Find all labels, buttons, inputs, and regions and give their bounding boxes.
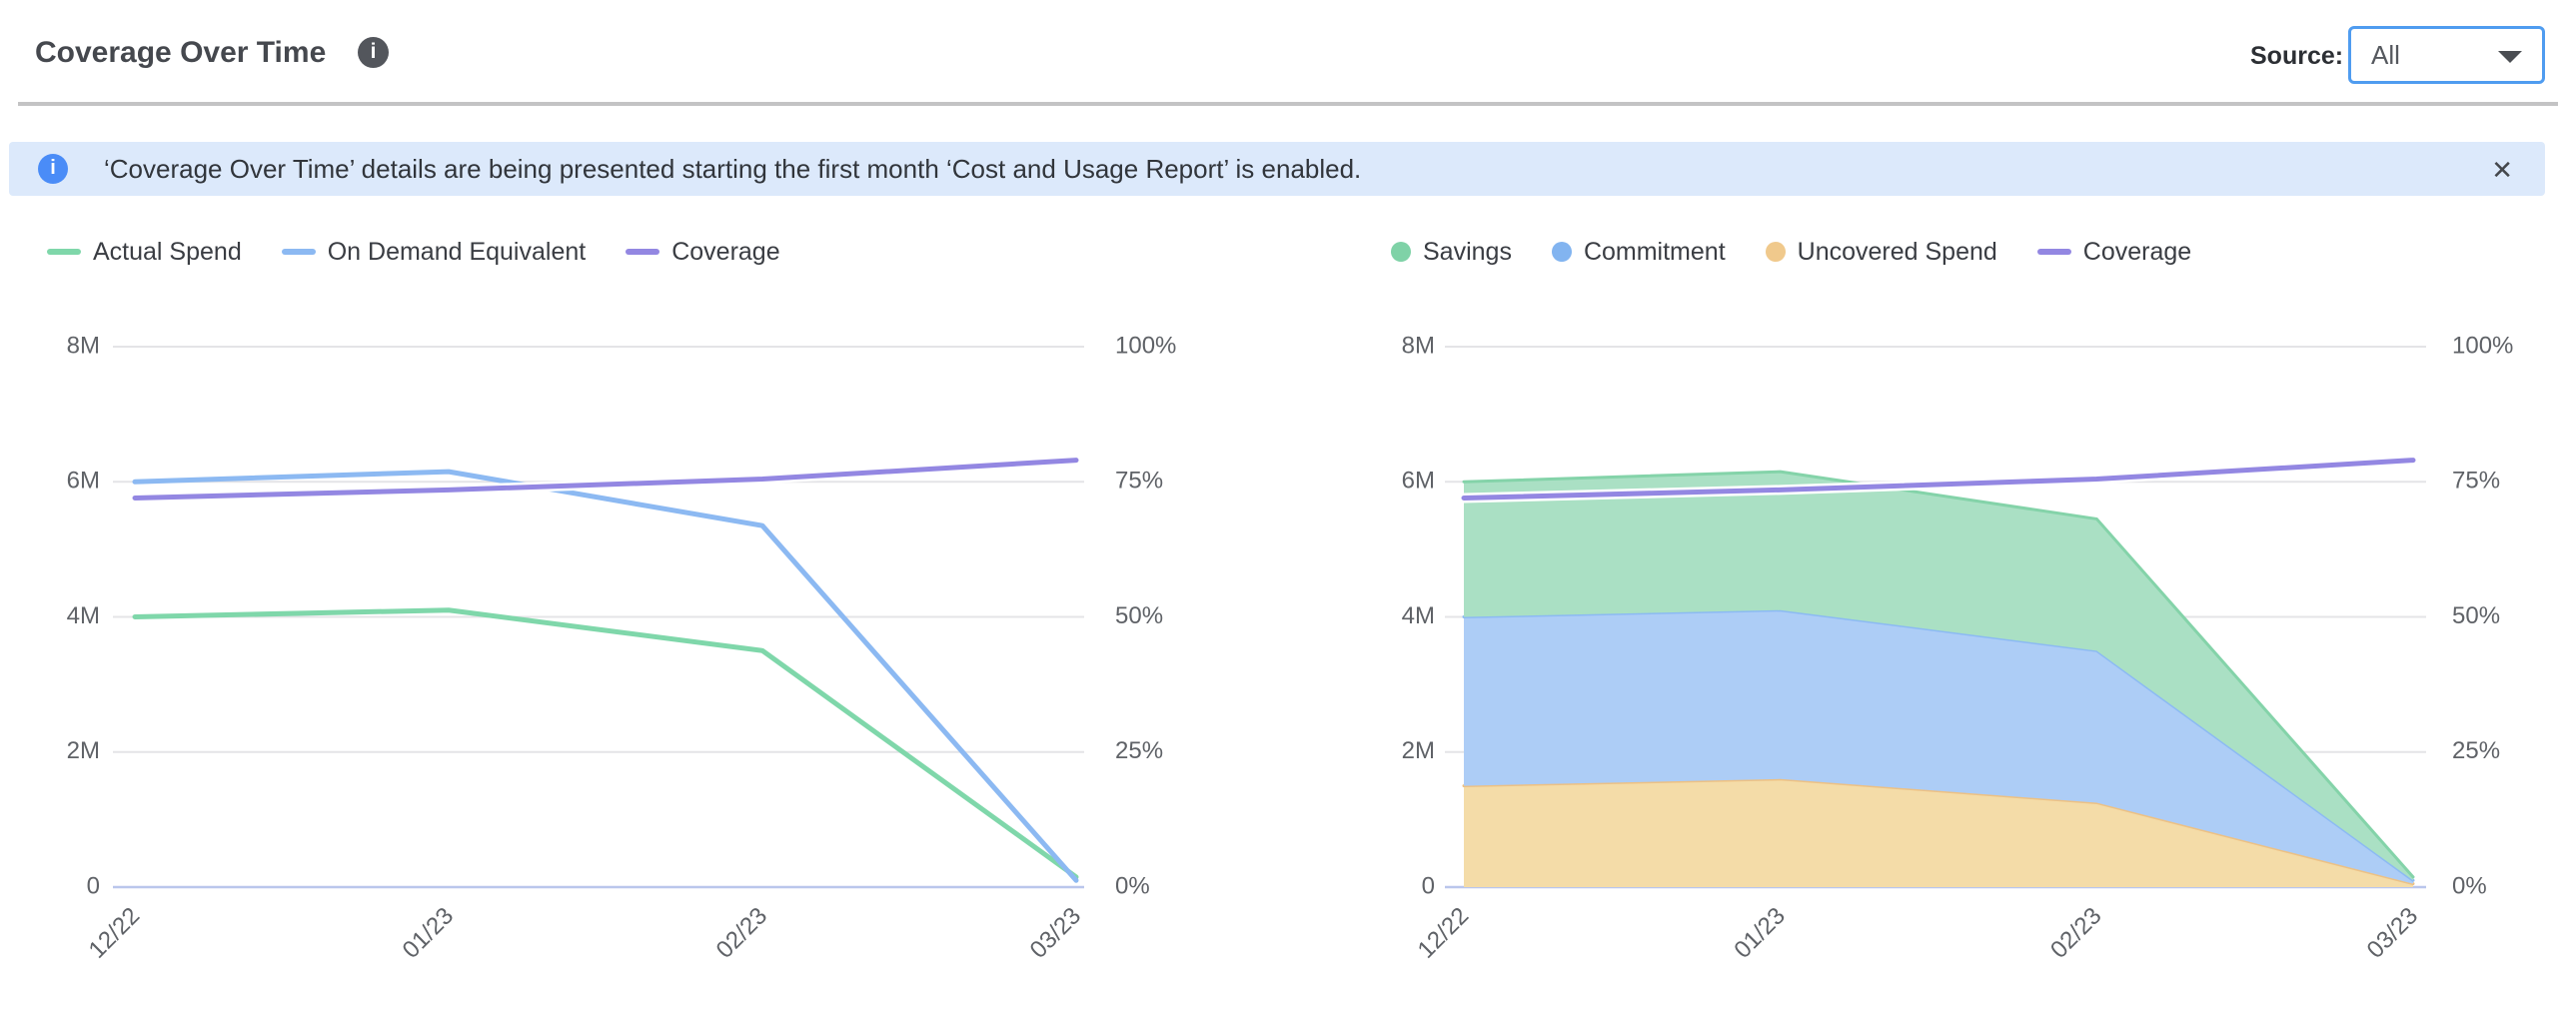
coverage-stacked-area-chart[interactable]: 8M 6M 4M 2M 0 100% 75% 50% 25% 0% 12/22 01/23 02/23 0… bbox=[1299, 300, 2576, 1015]
legend-line-icon bbox=[2036, 249, 2071, 255]
legend-label: On Demand Equivalent bbox=[327, 237, 587, 266]
series-line-coverage bbox=[132, 458, 1079, 501]
x-axis-tick-label: 01/23 bbox=[1729, 902, 1791, 964]
right-chart-legend: Savings Commitment Uncovered Spend Coverage bbox=[1391, 234, 2191, 270]
legend-label: Commitment bbox=[1583, 237, 1726, 266]
legend-label: Coverage bbox=[2082, 237, 2192, 266]
area-commitment bbox=[1464, 609, 2413, 884]
x-axis-tick-label: 12/22 bbox=[1413, 902, 1475, 964]
y-axis-tick-label: 4M bbox=[67, 602, 100, 629]
series-line-on-demand-equivalent bbox=[132, 469, 1079, 883]
legend-label: Uncovered Spend bbox=[1797, 237, 1997, 266]
area-uncovered-spend bbox=[1464, 778, 2413, 887]
legend-item-savings[interactable]: Savings bbox=[1391, 238, 1512, 267]
y-axis-tick-label: 2M bbox=[1402, 737, 1435, 764]
percent-axis-tick-label: 0% bbox=[2452, 872, 2487, 899]
legend-dot-icon bbox=[1391, 242, 1411, 262]
legend-line-icon bbox=[626, 249, 660, 255]
legend-item-uncovered-spend[interactable]: Uncovered Spend bbox=[1765, 237, 1997, 267]
percent-axis-tick-label: 50% bbox=[1115, 602, 1163, 629]
page-title: Coverage Over Time bbox=[35, 36, 327, 69]
legend-item-on-demand-equivalent[interactable]: On Demand Equivalent bbox=[281, 237, 587, 267]
legend-item-coverage[interactable]: Coverage bbox=[626, 237, 780, 267]
x-axis-tick-label: 01/23 bbox=[398, 902, 460, 964]
y-axis-tick-label: 8M bbox=[1402, 332, 1435, 359]
legend-label: Actual Spend bbox=[93, 237, 242, 266]
area-edge-commitment bbox=[1462, 608, 2415, 882]
info-banner: i ‘Coverage Over Time’ details are being… bbox=[9, 142, 2545, 196]
y-axis-tick-label: 6M bbox=[67, 468, 100, 495]
percent-axis-tick-label: 100% bbox=[1115, 332, 1176, 359]
legend-item-actual-spend[interactable]: Actual Spend bbox=[47, 238, 242, 267]
legend-dot-icon bbox=[1765, 242, 1786, 262]
y-axis-tick-label: 2M bbox=[67, 737, 100, 764]
area-savings bbox=[1464, 472, 2413, 881]
area-edge-uncovered-spend bbox=[1462, 777, 2415, 886]
x-axis-tick-label: 03/23 bbox=[1025, 902, 1087, 964]
area-edge-savings bbox=[1462, 470, 2415, 879]
legend-item-commitment[interactable]: Commitment bbox=[1551, 237, 1726, 267]
source-label: Source: bbox=[2250, 42, 2344, 70]
info-banner-text: ‘Coverage Over Time’ details are being p… bbox=[104, 154, 1362, 184]
y-axis-tick-label: 4M bbox=[1402, 602, 1435, 629]
y-axis-tick-label: 8M bbox=[67, 332, 100, 359]
percent-axis-tick-label: 50% bbox=[2452, 602, 2500, 629]
percent-axis-tick-label: 25% bbox=[1115, 737, 1163, 764]
percent-axis-tick-label: 75% bbox=[1115, 468, 1163, 495]
x-axis-tick-label: 02/23 bbox=[2045, 902, 2107, 964]
source-dropdown[interactable]: All bbox=[2348, 26, 2545, 84]
source-dropdown-value: All bbox=[2371, 40, 2400, 70]
y-axis-tick-label: 0 bbox=[1422, 872, 1435, 899]
info-icon[interactable]: i bbox=[358, 37, 389, 68]
spend-lines-chart[interactable]: 8M 6M 4M 2M 0 100% 75% 50% 25% 0% 12/22 01/23 02/23 0… bbox=[0, 300, 1259, 1015]
y-axis-tick-label: 0 bbox=[87, 872, 100, 899]
legend-dot-icon bbox=[1551, 242, 1572, 262]
series-line-actual-spend bbox=[132, 607, 1079, 880]
x-axis-tick-label: 03/23 bbox=[2362, 902, 2424, 964]
x-axis-tick-label: 12/22 bbox=[84, 902, 146, 964]
percent-axis-tick-label: 25% bbox=[2452, 737, 2500, 764]
percent-axis-tick-label: 0% bbox=[1115, 872, 1150, 899]
info-icon: i bbox=[38, 154, 68, 184]
header-divider bbox=[18, 102, 2558, 106]
close-icon[interactable]: ✕ bbox=[2485, 142, 2519, 196]
legend-item-coverage[interactable]: Coverage bbox=[2036, 237, 2192, 267]
percent-axis-tick-label: 100% bbox=[2452, 332, 2513, 359]
left-chart-legend: Actual Spend On Demand Equivalent Coverage bbox=[47, 234, 780, 270]
x-axis-tick-label: 02/23 bbox=[711, 902, 773, 964]
percent-axis-tick-label: 75% bbox=[2452, 468, 2500, 495]
legend-label: Savings bbox=[1423, 237, 1512, 266]
chevron-down-icon bbox=[2498, 51, 2522, 63]
legend-line-icon bbox=[281, 249, 316, 255]
legend-label: Coverage bbox=[671, 237, 780, 266]
series-line-coverage bbox=[1461, 458, 2416, 501]
y-axis-tick-label: 6M bbox=[1402, 468, 1435, 495]
legend-line-icon bbox=[47, 249, 81, 255]
